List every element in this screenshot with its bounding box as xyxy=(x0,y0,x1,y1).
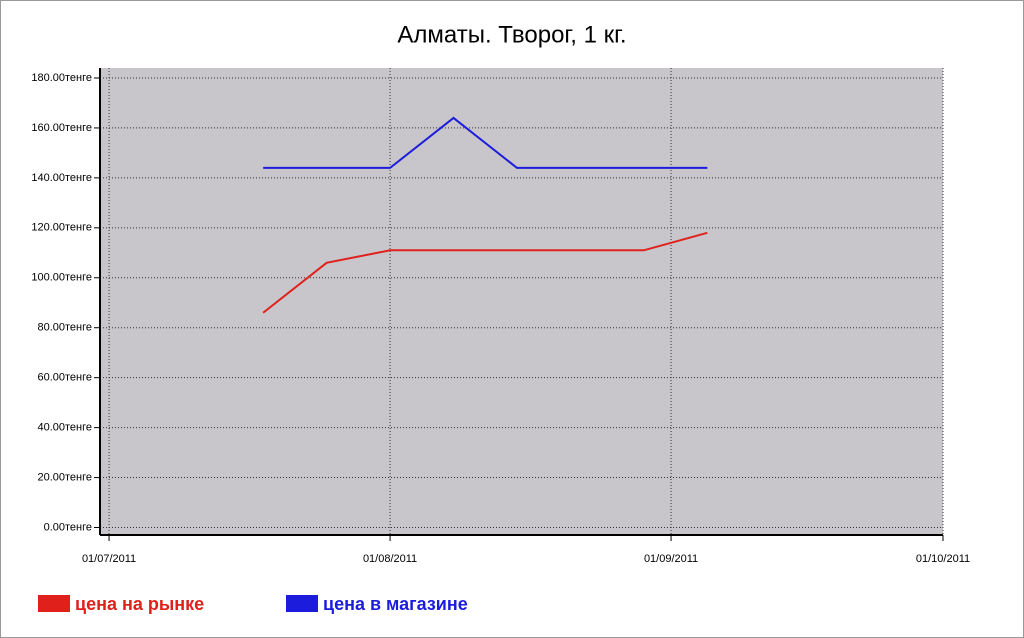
legend-label: цена в магазине xyxy=(323,594,468,614)
x-tick-label: 01/09/2011 xyxy=(644,553,698,565)
y-tick-label: 80.00тенге xyxy=(37,322,92,334)
y-tick-label: 140.00тенге xyxy=(31,172,92,184)
x-tick-label: 01/07/2011 xyxy=(82,553,136,565)
data-line xyxy=(263,116,708,169)
data-line xyxy=(262,231,708,314)
y-tick-label: 100.00тенге xyxy=(31,272,92,284)
y-tick-label: 160.00тенге xyxy=(31,122,92,134)
x-tick-label: 01/10/2011 xyxy=(916,553,970,565)
chart-title: Алматы. Творог, 1 кг. xyxy=(397,21,626,48)
y-tick-label: 120.00тенге xyxy=(31,222,92,234)
y-tick-label: 180.00тенге xyxy=(31,72,92,84)
legend-label: цена на рынке xyxy=(75,594,204,614)
y-tick-label: 20.00тенге xyxy=(37,471,92,483)
x-tick-label: 01/08/2011 xyxy=(363,553,417,565)
legend-swatch xyxy=(38,595,70,612)
y-tick-label: 60.00тенге xyxy=(37,372,92,384)
y-tick-label: 0.00тенге xyxy=(44,521,92,533)
legend-swatch xyxy=(286,595,318,612)
y-tick-label: 40.00тенге xyxy=(37,422,92,434)
plot-area xyxy=(100,68,943,535)
